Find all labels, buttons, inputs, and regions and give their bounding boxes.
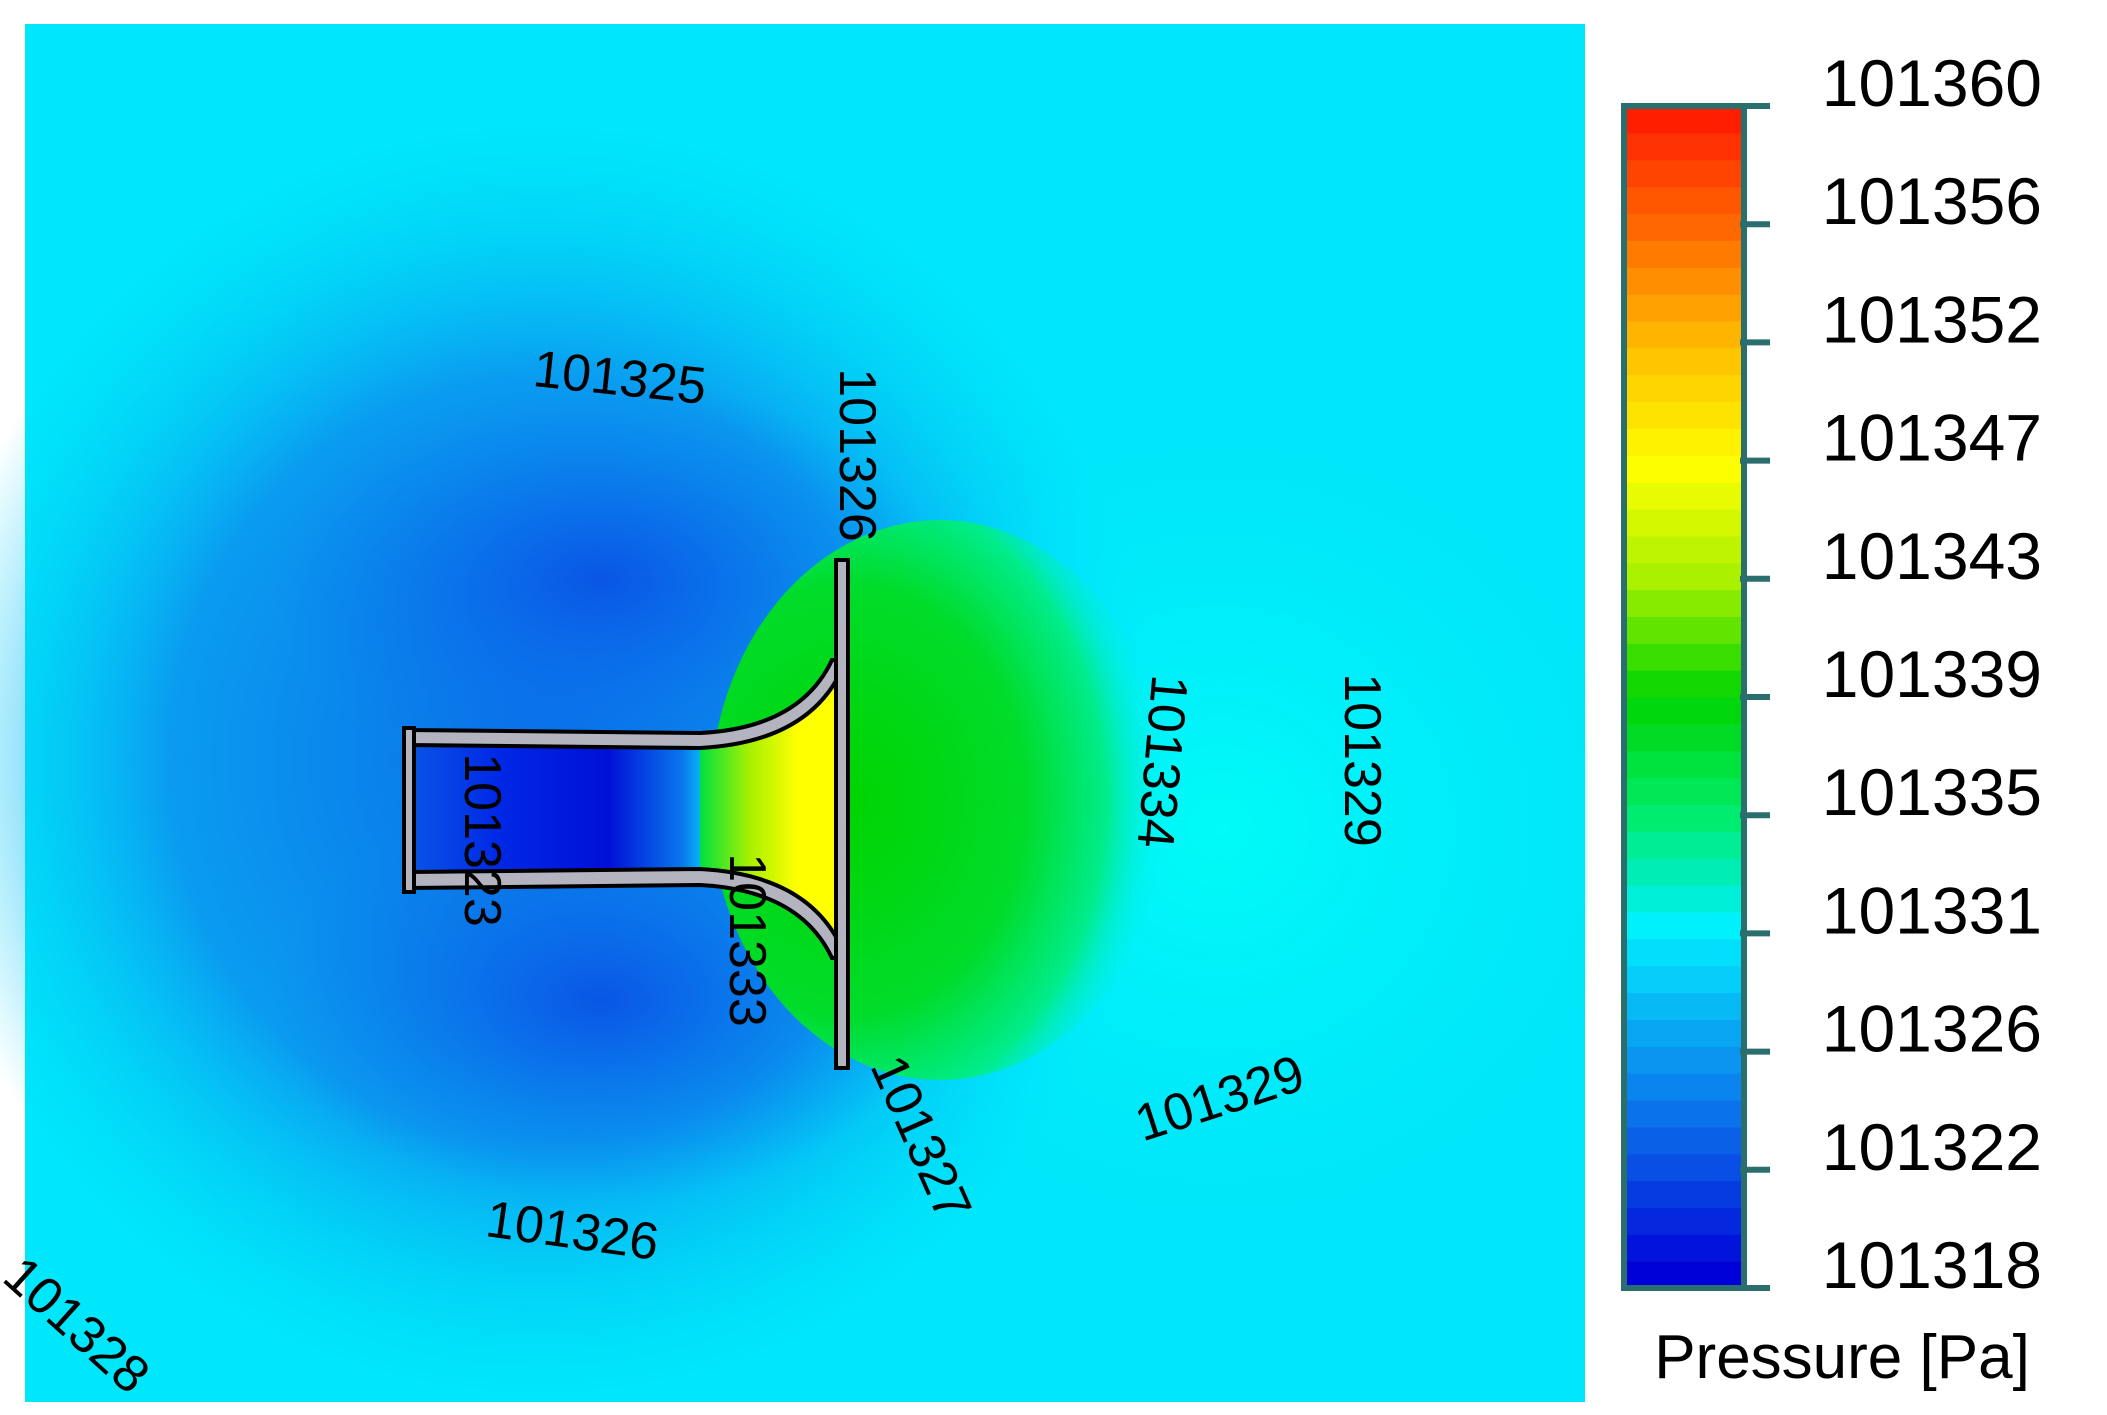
colorbar-band [1624, 938, 1744, 967]
colorbar-tick-label: 101343 [1822, 519, 2042, 593]
colorbar-band [1624, 267, 1744, 295]
colorbar-band [1624, 1234, 1744, 1262]
colorbar-band [1624, 589, 1744, 618]
colorbar-band [1624, 294, 1744, 322]
colorbar-tick-label: 101322 [1822, 1110, 2042, 1184]
colorbar-band [1624, 1046, 1744, 1074]
contour-label: 101323 [453, 753, 511, 927]
colorbar-band [1624, 1153, 1744, 1182]
colorbar-band [1624, 670, 1744, 698]
colorbar-panel: 101360 101356 101352 101347 101343 101339 1013… [1588, 24, 2107, 1415]
colorbar-band [1624, 1073, 1744, 1101]
contour-field [0, 24, 1640, 1402]
colorbar-band [1624, 482, 1744, 510]
colorbar-band [1624, 697, 1744, 725]
colorbar-band [1624, 723, 1744, 752]
colorbar-band [1624, 1099, 1744, 1128]
colorbar-band [1624, 508, 1744, 537]
colorbar-band [1624, 831, 1744, 859]
colorbar-band [1624, 992, 1744, 1020]
colorbar-band [1624, 804, 1744, 832]
colorbar-tick-label: 101352 [1822, 282, 2042, 356]
colorbar-band [1624, 213, 1744, 241]
colorbar [1621, 103, 1747, 1291]
colorbar-band [1624, 320, 1744, 349]
colorbar-band [1624, 455, 1744, 483]
colorbar-band [1624, 240, 1744, 268]
colorbar-band [1624, 562, 1744, 591]
colorbar-band [1624, 616, 1744, 644]
colorbar-band [1624, 1019, 1744, 1047]
colorbar-tick-label: 101318 [1822, 1228, 2042, 1302]
colorbar-tick-label: 101339 [1822, 637, 2042, 711]
colorbar-band [1624, 1180, 1744, 1209]
colorbar-band [1624, 186, 1744, 215]
colorbar-tick-label: 101326 [1822, 992, 2042, 1066]
colorbar-band [1624, 777, 1744, 806]
colorbar-band [1624, 750, 1744, 779]
colorbar-tick-labels: 101360 101356 101352 101347 101343 101339 1013… [1740, 46, 2042, 1302]
colorbar-band [1624, 911, 1744, 940]
colorbar-tick-label: 101335 [1822, 755, 2042, 829]
colorbar-band [1624, 106, 1744, 134]
colorbar-band [1624, 643, 1744, 671]
colorbar-tick-label: 101331 [1822, 873, 2042, 947]
colorbar-tick-label: 101347 [1822, 401, 2042, 475]
tube-left-end-cap [402, 726, 416, 894]
flanged-tube-geometry [402, 558, 850, 1070]
colorbar-band [1624, 1126, 1744, 1155]
colorbar-band [1624, 1207, 1744, 1235]
colorbar-band [1624, 428, 1744, 456]
colorbar-band [1624, 347, 1744, 376]
colorbar-band [1624, 535, 1744, 564]
colorbar-band [1624, 159, 1744, 188]
colorbar-tick-label: 101360 [1822, 46, 2042, 120]
contour-label: 101333 [718, 853, 776, 1027]
contour-label: 101326 [828, 368, 886, 542]
colorbar-band [1624, 374, 1744, 403]
colorbar-band [1624, 885, 1744, 913]
colorbar-band [1624, 132, 1744, 161]
colorbar-tick-label: 101356 [1822, 164, 2042, 238]
colorbar-band [1624, 858, 1744, 886]
contour-label: 101329 [1333, 673, 1391, 847]
legend-title: Pressure [Pa] [1654, 1323, 2030, 1392]
colorbar-band [1624, 1261, 1744, 1289]
colorbar-band [1624, 401, 1744, 429]
colorbar-band [1624, 965, 1744, 994]
